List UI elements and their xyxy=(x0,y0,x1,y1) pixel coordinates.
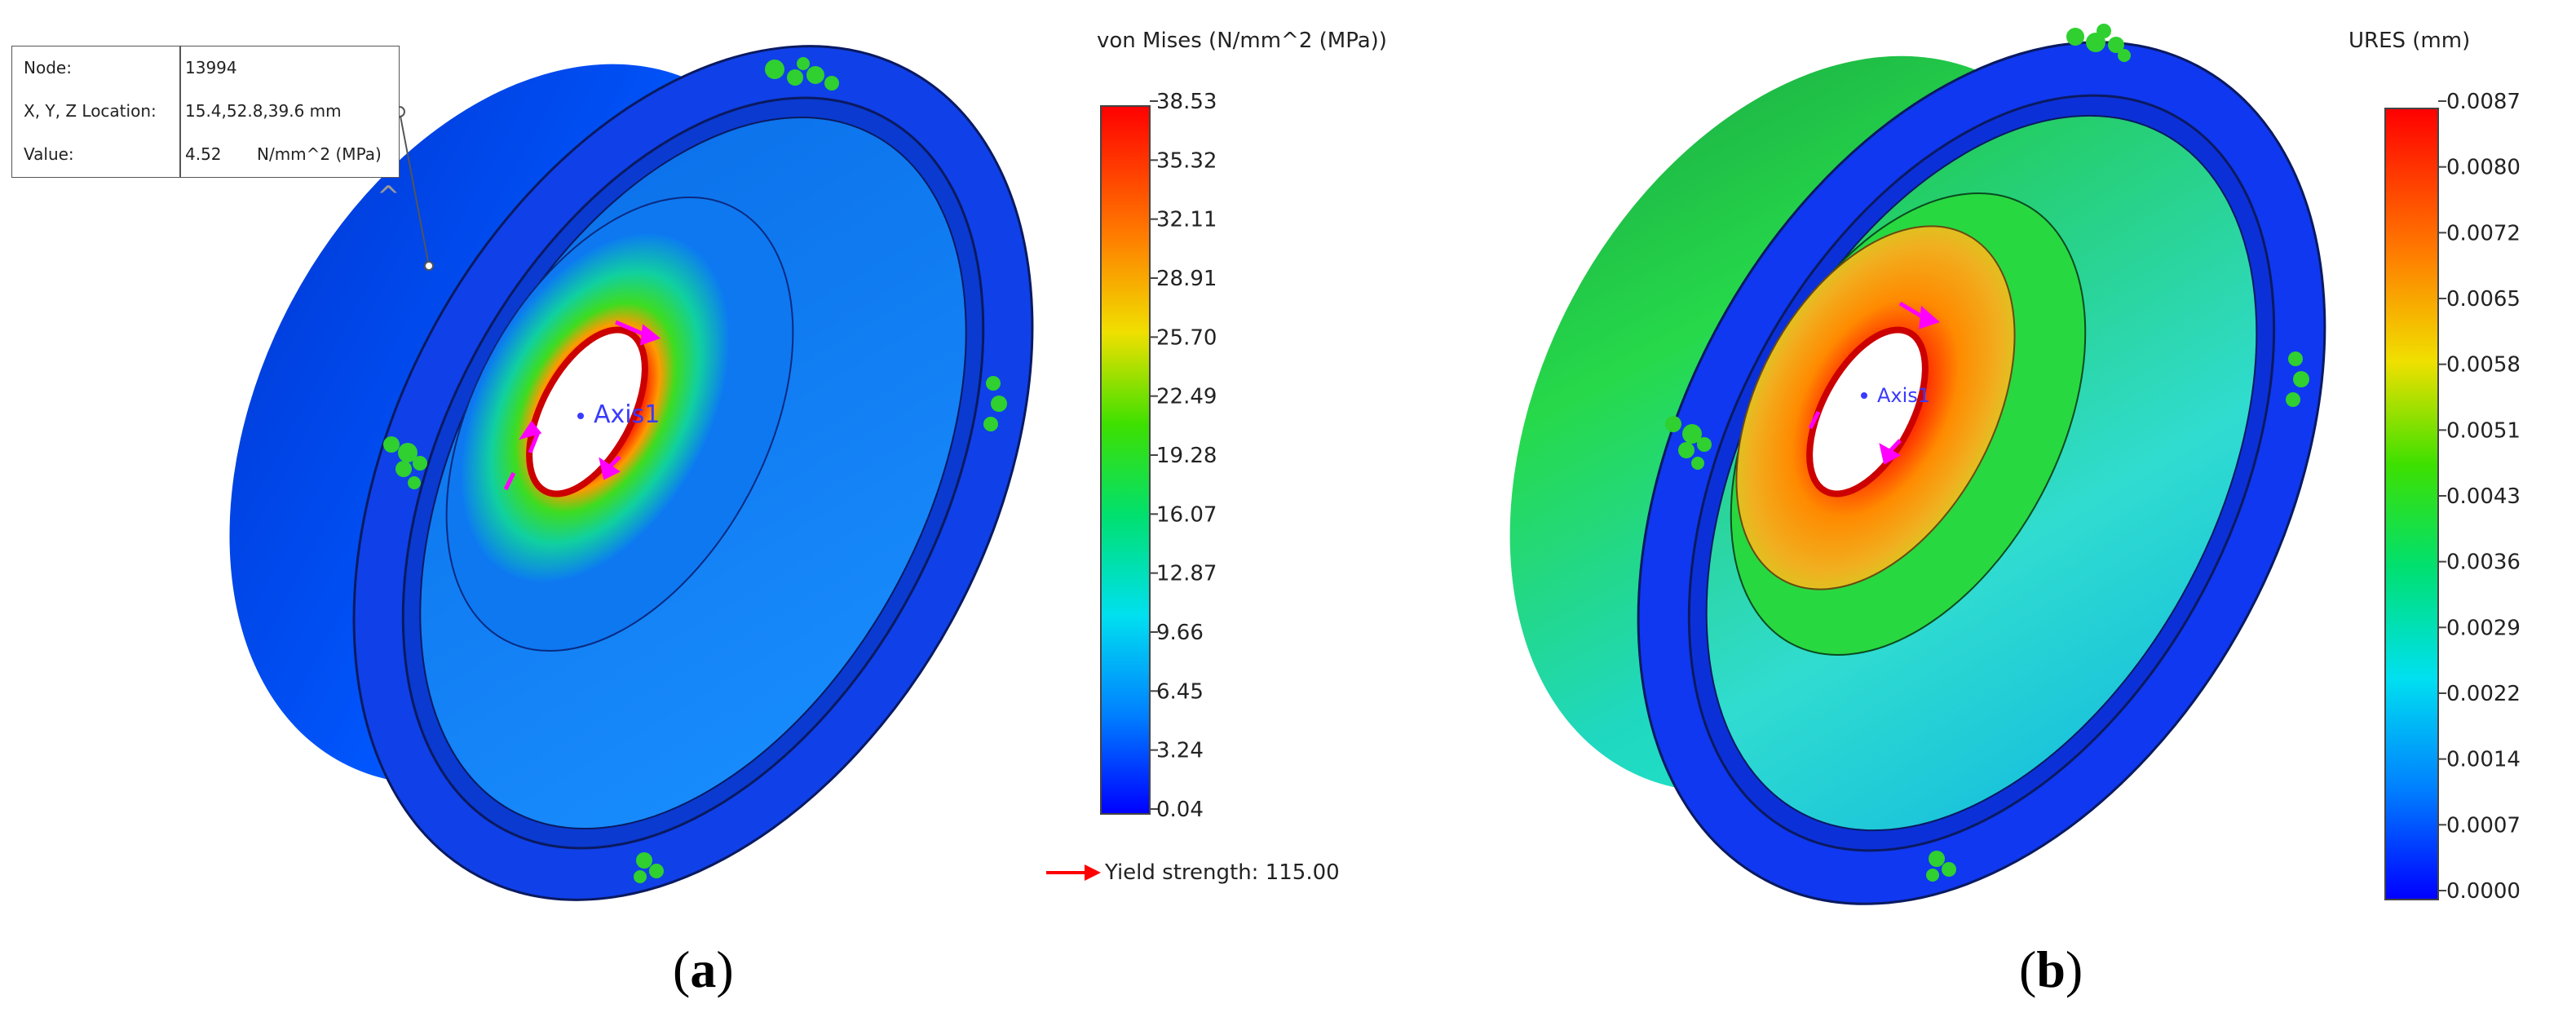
tick-group-a: 38.53 35.32 32.11 28.91 25.70 22.49 19.28 16.07… xyxy=(1150,90,1217,822)
load-arrows-a xyxy=(503,320,661,491)
b-tick-label: 0.0043 xyxy=(2446,484,2521,509)
a-tick-label: 9.66 xyxy=(1156,621,1204,645)
axis-marker-a xyxy=(577,413,584,419)
probe-value-unit: N/mm^2 (MPa) xyxy=(257,144,382,164)
a-tick-label: 32.11 xyxy=(1156,208,1217,232)
b-tick-label: 0.0014 xyxy=(2446,748,2521,772)
b-tick-label: 0.0087 xyxy=(2446,90,2521,114)
fixture-icon-a-bottom xyxy=(634,852,664,883)
b-tick-label: 0.0000 xyxy=(2446,879,2521,904)
caption-b: (b) xyxy=(2019,940,2083,998)
a-tick-label: 28.91 xyxy=(1156,267,1217,291)
b-tick-label: 0.0065 xyxy=(2446,287,2521,312)
part-render-b xyxy=(1509,41,2326,905)
a-tick-label: 0.04 xyxy=(1156,798,1204,822)
a-tick-label: 22.49 xyxy=(1156,385,1217,409)
probe-node-value: 13994 xyxy=(185,58,237,77)
b-tick-label: 0.0058 xyxy=(2446,353,2521,378)
fixture-icon-a-right xyxy=(983,376,1007,431)
caption-b-letter: b xyxy=(2036,940,2066,998)
caption-a-letter: a xyxy=(690,940,716,998)
a-tick-label: 6.45 xyxy=(1156,679,1204,704)
b-tick-label: 0.0007 xyxy=(2446,813,2521,838)
probe-node-key: Node: xyxy=(24,58,72,77)
caption-a: (a) xyxy=(673,940,734,998)
a-tick-label: 38.53 xyxy=(1156,90,1217,114)
probe-row-value: Value: 4.52 N/mm^2 (MPa) xyxy=(12,133,399,176)
b-tick-label: 0.0036 xyxy=(2446,551,2521,575)
b-tick-label: 0.0051 xyxy=(2446,418,2521,443)
probe-point xyxy=(424,261,434,271)
color-scale-a xyxy=(1100,105,1151,815)
color-scale-b xyxy=(2384,108,2439,900)
fixture-icon-b-top xyxy=(2066,24,2131,62)
b-tick-label: 0.0022 xyxy=(2446,682,2521,706)
b-tick-label: 0.0080 xyxy=(2446,156,2521,180)
legend-title-a: von Mises (N/mm^2 (MPa)) xyxy=(1097,29,1387,53)
caret-up-icon: ^ xyxy=(377,180,400,213)
axis-marker-b xyxy=(1861,392,1867,399)
fixture-icon-a-top xyxy=(765,57,839,91)
b-tick-label: 0.0072 xyxy=(2446,221,2521,245)
tick-group-b: 0.0087 0.0080 0.0072 0.0065 0.0058 0.0051 0.00… xyxy=(2438,90,2521,904)
probe-value-value: 4.52 xyxy=(185,144,222,164)
probe-divider xyxy=(179,46,181,177)
b-tick-label: 0.0029 xyxy=(2446,616,2521,640)
probe-leader-line xyxy=(399,111,430,267)
axis-label-b: Axis1 xyxy=(1877,384,1930,407)
load-arrows-b xyxy=(1808,301,1940,465)
yield-arrow-icon xyxy=(1046,864,1101,881)
fixture-icon-a-left xyxy=(383,436,427,489)
a-tick-label: 25.70 xyxy=(1156,325,1217,350)
part-render-a xyxy=(229,45,1034,901)
probe-location-value: 15.4,52.8,39.6 mm xyxy=(185,101,342,121)
yield-strength-label: Yield strength: 115.00 xyxy=(1104,860,1340,885)
probe-value-key: Value: xyxy=(24,144,74,164)
legend-title-b: URES (mm) xyxy=(2348,29,2470,53)
probe-row-location: X, Y, Z Location: 15.4,52.8,39.6 mm xyxy=(12,90,399,133)
probe-row-node: Node: 13994 xyxy=(12,46,399,90)
a-tick-label: 12.87 xyxy=(1156,562,1217,586)
a-tick-label: 16.07 xyxy=(1156,502,1217,527)
a-tick-label: 35.32 xyxy=(1156,148,1217,173)
fixture-icon-b-bottom xyxy=(1926,851,1956,882)
probe-location-key: X, Y, Z Location: xyxy=(24,101,157,121)
a-tick-label: 19.28 xyxy=(1156,444,1217,468)
a-tick-label: 3.24 xyxy=(1156,739,1204,763)
fixture-icon-b-right xyxy=(2286,352,2309,407)
fixture-icon-b-left xyxy=(1665,416,1712,470)
probe-info-box[interactable]: Node: 13994 X, Y, Z Location: 15.4,52.8,… xyxy=(11,46,400,178)
axis-label-a: Axis1 xyxy=(594,400,660,429)
